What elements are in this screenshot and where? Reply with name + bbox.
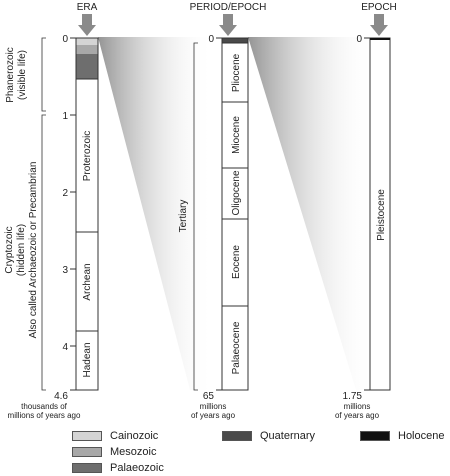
era-segment-archean: Archean	[82, 263, 93, 300]
epoch-arrow-icon	[370, 14, 388, 36]
eon-brackets: Phanerozoic (visible life) Cryptozoic (h…	[4, 37, 46, 391]
tertiary-label: Tertiary	[178, 200, 189, 233]
era-tick-4: 4	[62, 342, 68, 353]
epoch-axis: 0 1.75 millions of years ago	[335, 34, 380, 420]
eon-cryptozoic-sub: (hidden life)	[16, 224, 27, 276]
eon-cryptozoic-label: Cryptozoic	[4, 226, 15, 273]
era-column: Proterozoic Archean Hadean	[75, 37, 99, 391]
period-unit-label-2: of years ago	[191, 411, 236, 420]
tertiary-bracket: Tertiary	[178, 42, 198, 391]
era-tick-3: 3	[62, 265, 68, 276]
era-axis: 0 1 2 3 4 4.6 thousands of millions of y…	[8, 34, 81, 420]
eon-cryptozoic-note: Also called Archaeozoic or Precambrian	[28, 162, 39, 339]
era-unit-label-2: millions of years ago	[8, 411, 81, 420]
eon-phanerozoic-sub: (visible life)	[17, 50, 28, 100]
period-unit-label-1: millions	[200, 402, 227, 411]
era-tick-2: 2	[62, 188, 68, 199]
epoch-segment-palaeocene: Palaeocene	[231, 321, 242, 374]
epoch-unit-label-1: millions	[344, 402, 371, 411]
era-tick-1: 1	[62, 111, 68, 122]
era-tick-4-6: 4.6	[54, 391, 68, 402]
header-era: ERA	[77, 2, 98, 13]
period-tick-0: 0	[208, 34, 214, 45]
period-column: Pliocene Miocene Oligocene Eocene Palaeo…	[221, 37, 249, 391]
epoch-segment-pleistocene: Pleistocene	[376, 189, 387, 241]
zoom-wedge-period-to-epoch	[248, 37, 372, 390]
eon-phanerozoic-label: Phanerozoic	[5, 47, 16, 103]
era-tick-0: 0	[62, 34, 68, 45]
epoch-segment-pliocene: Pliocene	[231, 53, 242, 92]
epoch-tick-1-75: 1.75	[343, 391, 363, 402]
zoom-wedge-era-to-period	[98, 37, 211, 390]
era-unit-label-1: thousands of	[21, 402, 68, 411]
epoch-segment-oligocene: Oligocene	[231, 170, 242, 215]
era-segment-proterozoic: Proterozoic	[82, 131, 93, 182]
period-axis: 0 65 millions of years ago	[191, 34, 236, 420]
header-epoch: EPOCH	[361, 2, 397, 13]
period-arrow-icon	[219, 14, 237, 36]
period-tick-65: 65	[203, 391, 215, 402]
header-period-epoch: PERIOD/EPOCH	[190, 2, 267, 13]
epoch-column: Pleistocene	[369, 37, 391, 391]
era-arrow-icon	[78, 14, 96, 36]
epoch-tick-0: 0	[356, 34, 362, 45]
epoch-segment-miocene: Miocene	[231, 116, 242, 154]
epoch-unit-label-2: of years ago	[335, 411, 380, 420]
epoch-segment-eocene: Eocene	[231, 245, 242, 279]
era-segment-hadean: Hadean	[82, 342, 93, 377]
